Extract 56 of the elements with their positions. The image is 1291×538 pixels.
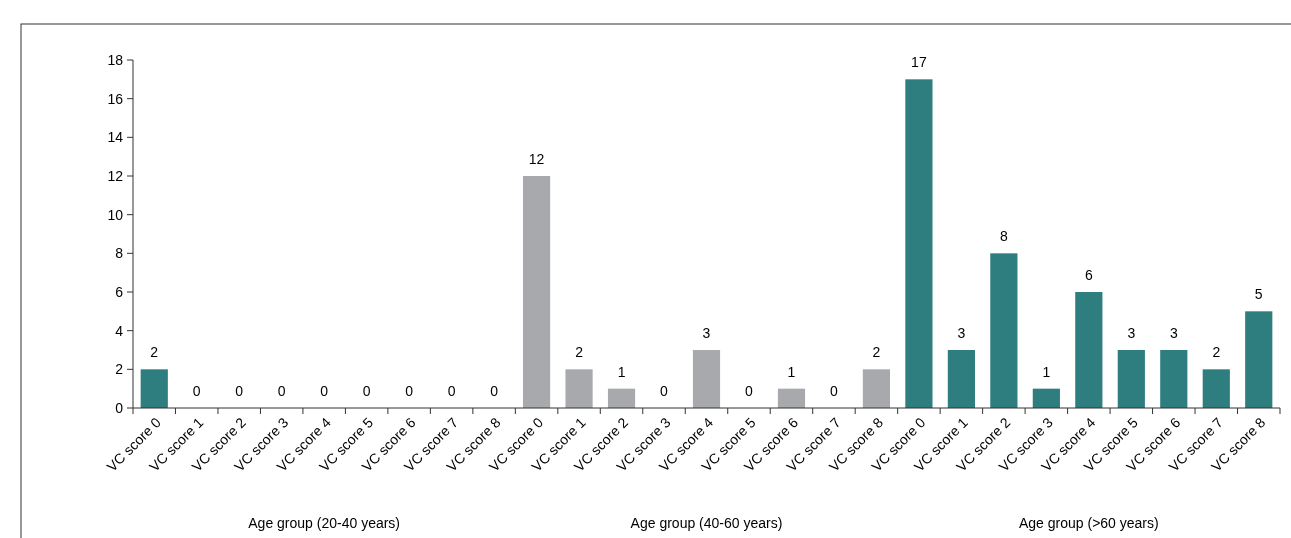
- data-label: 1: [1042, 363, 1051, 380]
- data-label: 0: [235, 383, 244, 399]
- data-label: 3: [1127, 325, 1136, 341]
- data-label: 17: [911, 54, 927, 71]
- data-label: 5: [1254, 286, 1263, 303]
- y-tick-label: 8: [115, 245, 124, 262]
- data-label: 2: [1212, 344, 1221, 361]
- data-label: 6: [1084, 267, 1093, 283]
- data-label: 3: [702, 325, 711, 341]
- bar: [862, 369, 891, 408]
- bar: [1117, 350, 1145, 408]
- data-label: 0: [277, 383, 286, 399]
- bar: [607, 388, 636, 408]
- bar: [522, 176, 551, 408]
- data-label: 2: [150, 344, 159, 361]
- y-tick-label: 16: [107, 90, 124, 107]
- bar: [1202, 369, 1230, 408]
- y-tick-label: 0: [115, 399, 124, 416]
- y-tick-label: 10: [107, 206, 124, 223]
- data-label: 0: [830, 383, 839, 399]
- data-label: 2: [872, 344, 881, 361]
- y-tick-label: 4: [115, 322, 124, 339]
- y-tick-label: 6: [115, 283, 124, 300]
- bar: [777, 388, 806, 408]
- data-label: 8: [999, 228, 1008, 245]
- data-label: 1: [617, 363, 626, 380]
- data-label: 3: [957, 325, 966, 341]
- data-label: 0: [192, 383, 201, 399]
- data-label: 0: [405, 383, 414, 399]
- bar: [905, 79, 933, 408]
- y-tick-label: 2: [115, 361, 124, 378]
- bar: [1032, 388, 1060, 408]
- bar: [947, 350, 975, 408]
- data-label: 0: [660, 383, 669, 399]
- data-label: 1: [787, 363, 796, 380]
- bar: [692, 350, 721, 408]
- data-label: 0: [320, 383, 329, 399]
- text: Age group (20-40 years): [248, 515, 401, 531]
- data-label: 12: [528, 151, 545, 167]
- bar: [1160, 350, 1188, 408]
- y-tick-label: 12: [107, 167, 124, 184]
- y-tick-label: 14: [107, 129, 124, 146]
- data-label: 0: [490, 383, 499, 399]
- bar: [1245, 311, 1273, 408]
- text: Age group (>60 years): [1018, 515, 1159, 531]
- data-label: 3: [1169, 325, 1178, 341]
- bar: [565, 369, 593, 408]
- bar: [990, 253, 1018, 408]
- text: Age group (40-60 years): [630, 515, 783, 531]
- data-label: 2: [575, 344, 584, 361]
- data-label: 0: [362, 383, 371, 399]
- bar: [1075, 292, 1103, 408]
- y-tick-label: 18: [107, 51, 124, 68]
- bar: [140, 369, 168, 408]
- data-label: 0: [745, 383, 754, 399]
- data-label: 0: [447, 383, 456, 399]
